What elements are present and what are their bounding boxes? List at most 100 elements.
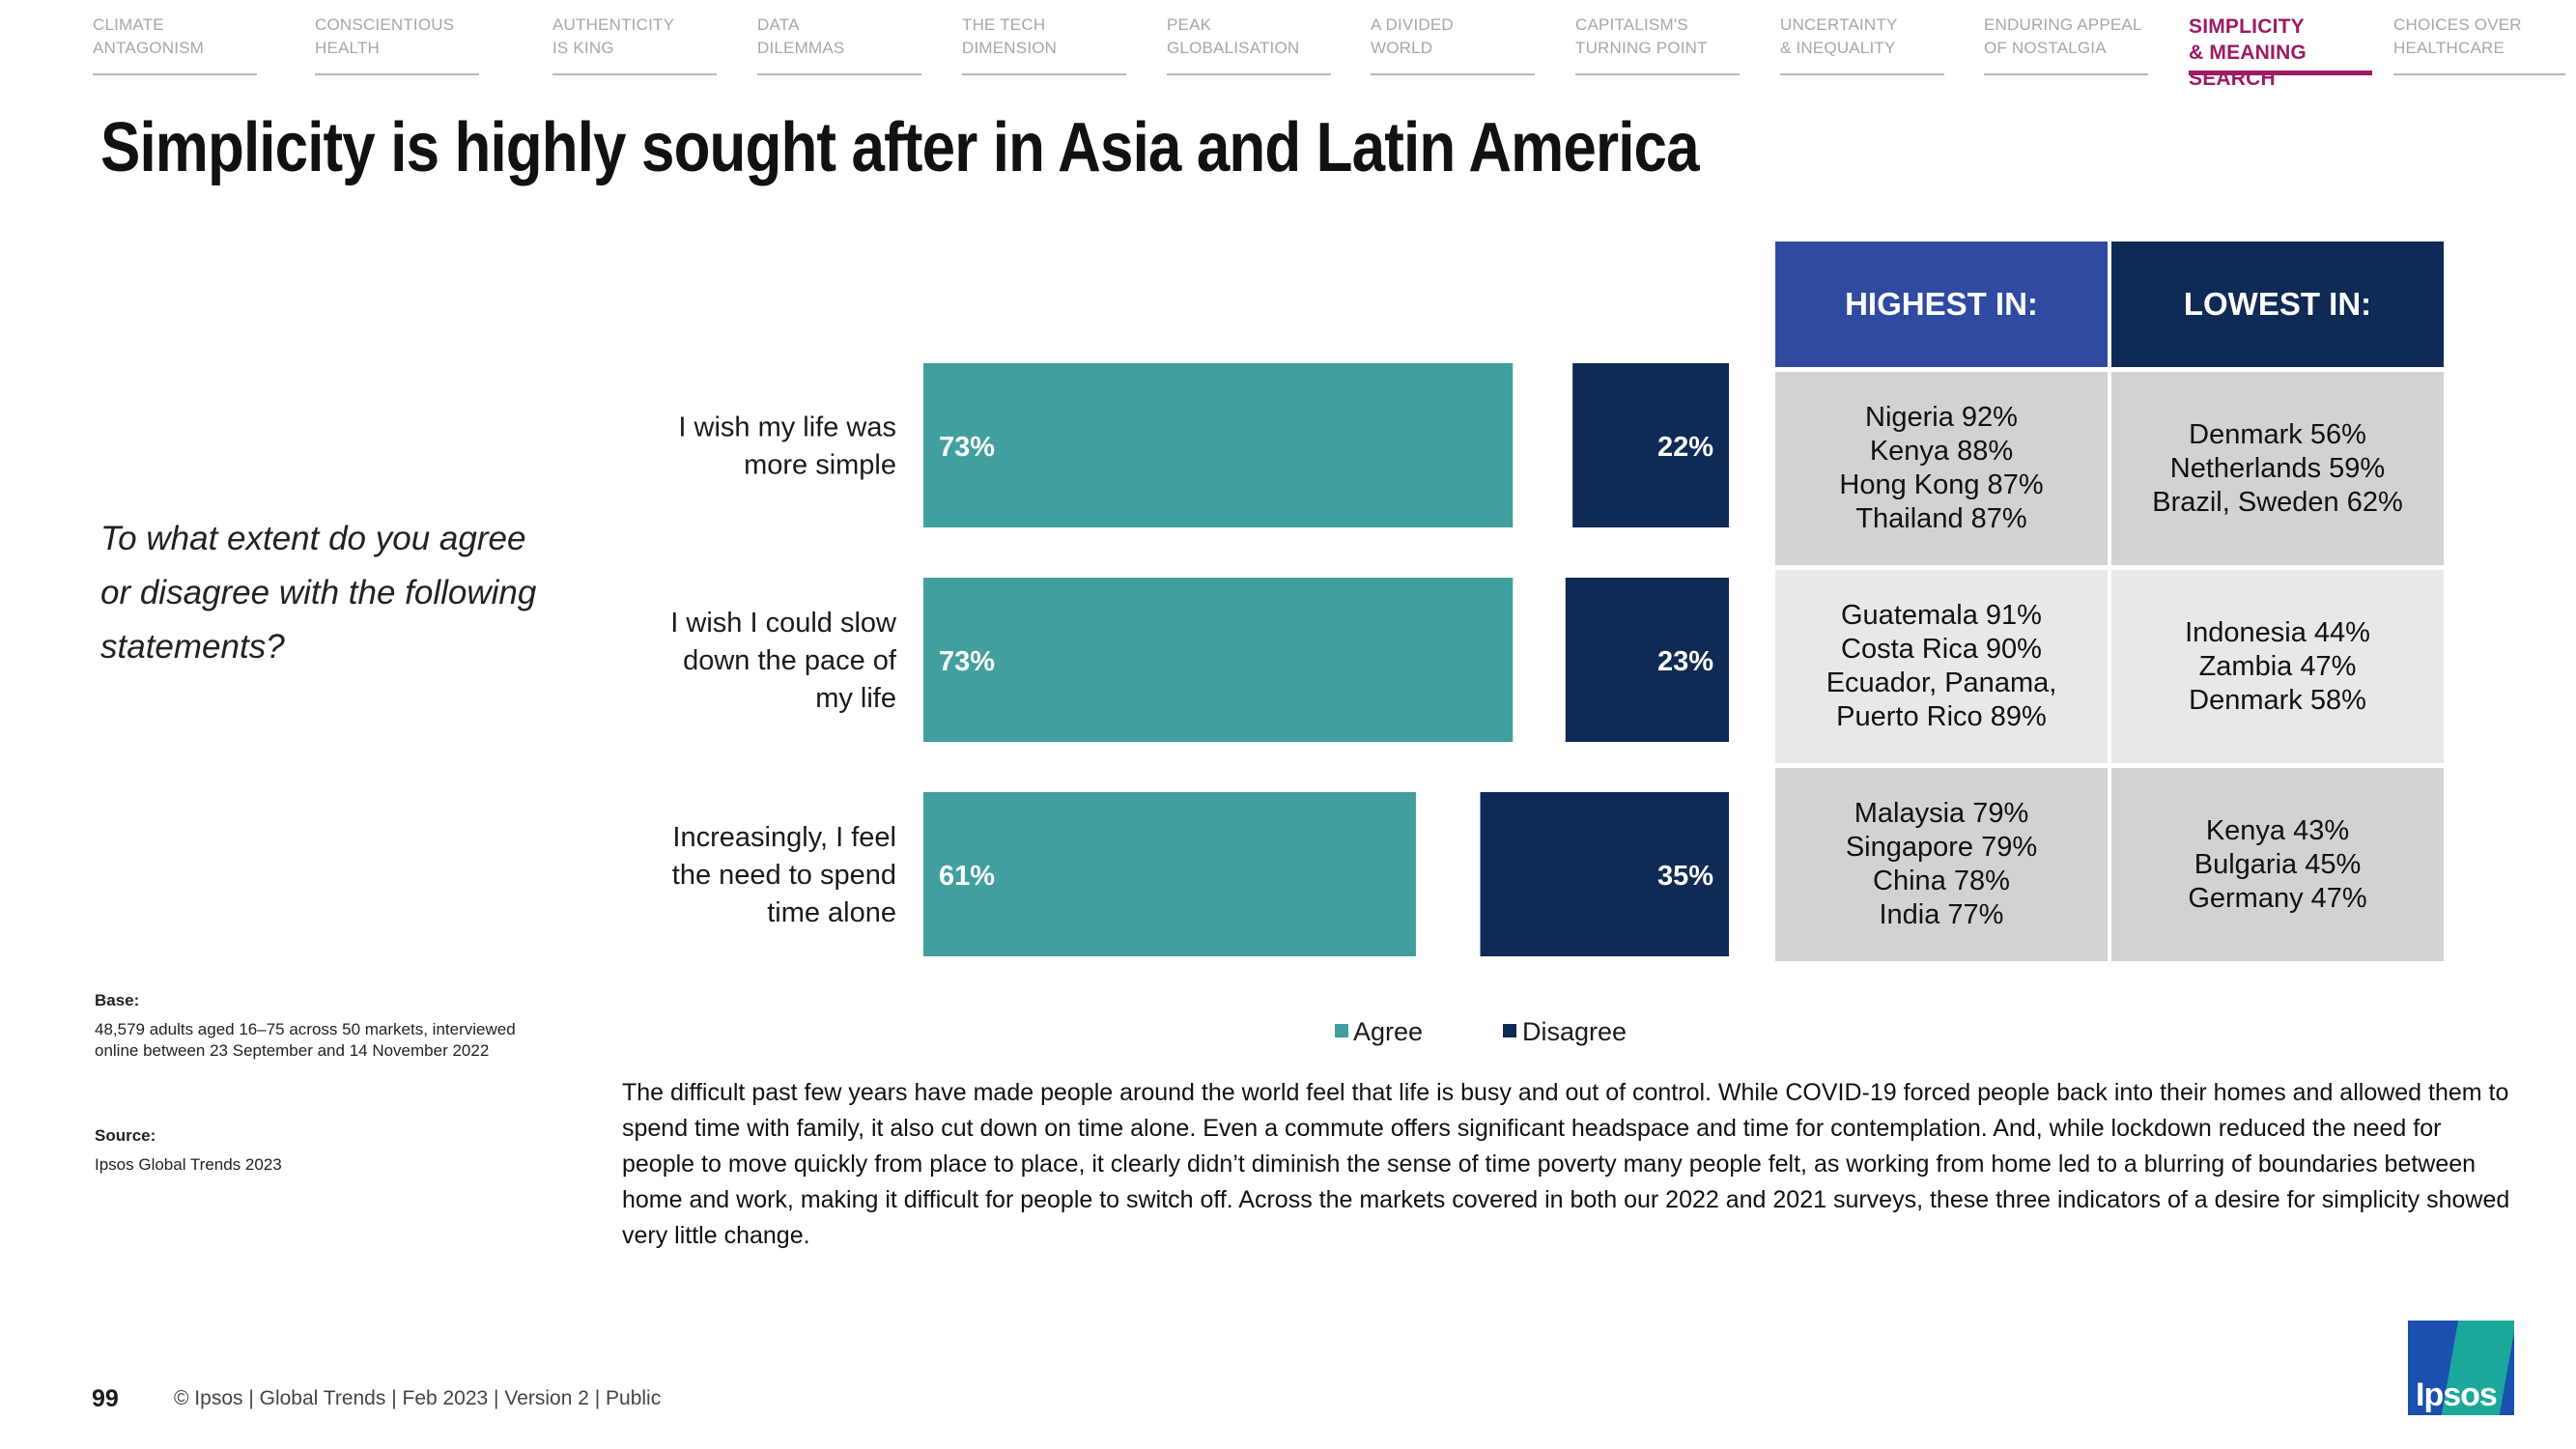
- country-entry: Guatemala 91%: [1841, 600, 2042, 631]
- nav-tab-label: DILEMMAS: [757, 39, 845, 57]
- country-list: Nigeria 92% Kenya 88% Hong Kong 87% Thailan…: [1839, 401, 2043, 536]
- bar-agree-3: [923, 792, 1416, 956]
- country-entry: Netherlands 59%: [2169, 452, 2386, 484]
- bar-disagree-3: [1480, 792, 1729, 956]
- country-list: Indonesia 44% Zambia 47% Denmark 58%: [2185, 616, 2370, 718]
- country-entry: Hong Kong 87%: [1839, 469, 2044, 500]
- country-entry: China 78%: [1873, 866, 2010, 896]
- country-entry: Costa Rica 90%: [1841, 634, 2042, 665]
- nav-tab-label: & MEANING SEARCH: [2189, 42, 2307, 90]
- table-cell-highest-3: Malaysia 79% Singapore 79% China 78% India …: [1775, 768, 2108, 961]
- nav-tab-simplicity[interactable]: SIMPLICITY & MEANING SEARCH: [2189, 14, 2372, 90]
- source-text: Ipsos Global Trends 2023: [95, 1155, 282, 1174]
- nav-tab-climate[interactable]: CLIMATE ANTAGONISM: [93, 14, 257, 75]
- body-paragraph: The difficult past few years have made p…: [622, 1079, 2510, 1249]
- top-navigation: CLIMATE ANTAGONISM CONSCIENTIOUS HEALTH AUTH…: [93, 14, 2565, 90]
- country-entry: India 77%: [1879, 899, 2004, 930]
- nav-tab-choices-over[interactable]: CHOICES OVER HEALTHCARE: [2393, 14, 2565, 75]
- country-entry: Puerto Rico 89%: [1836, 701, 2047, 732]
- country-entry: Bulgaria 45%: [2194, 848, 2362, 880]
- bar-disagree-1: [1572, 363, 1729, 527]
- base-label: Base:: [95, 991, 140, 1009]
- legend-label-agree: Agree: [1353, 1017, 1423, 1046]
- table-cell-lowest-1: Denmark 56% Netherlands 59% Brazil, Sweden…: [2111, 372, 2444, 565]
- bar-disagree-2: [1565, 578, 1729, 742]
- bar-agree-1: [923, 363, 1514, 527]
- nav-tab-label: HEALTH: [315, 39, 381, 57]
- category-label: Increasingly, I feel: [672, 822, 896, 853]
- survey-question: To what extent do you agree or disagree …: [100, 520, 537, 666]
- nav-tab-label: TURNING POINT: [1575, 39, 1708, 57]
- country-entry: Denmark 58%: [2189, 684, 2366, 716]
- country-list: Denmark 56% Netherlands 59% Brazil, Sweden…: [2152, 418, 2403, 520]
- nav-tab-label: UNCERTAINTY: [1780, 15, 1898, 34]
- nav-tab-label: & INEQUALITY: [1780, 39, 1896, 57]
- legend-swatch-disagree: [1503, 1024, 1516, 1037]
- country-list: Guatemala 91% Costa Rica 90% Ecuador, Pana…: [1826, 599, 2057, 734]
- bar-chart: 73% 22% I wish my life was more simple 73% 23…: [670, 363, 1729, 1046]
- nav-tab-label: DATA: [757, 15, 800, 34]
- country-entry: Germany 47%: [2188, 882, 2367, 914]
- ipsos-logo: Ipsos: [2408, 1321, 2514, 1415]
- nav-tab-label: PEAK: [1167, 15, 1212, 34]
- nav-tab-enduring-appeal[interactable]: ENDURING APPEAL OF NOSTALGIA: [1984, 14, 2148, 75]
- base-text: 48,579 adults aged 16–75 across 50 marke…: [95, 1020, 516, 1060]
- header-lowest: LOWEST IN:: [2111, 242, 2444, 367]
- nav-tab-label: A DIVIDED: [1371, 15, 1454, 34]
- nav-tab-the-tech[interactable]: THE TECH DIMENSION: [962, 14, 1126, 75]
- legend-swatch-agree: [1335, 1024, 1348, 1037]
- source-label: Source:: [95, 1126, 156, 1145]
- nav-tab-label: GLOBALISATION: [1167, 39, 1300, 57]
- source-note: Source: Ipsos Global Trends 2023: [95, 1125, 539, 1176]
- nav-tab-conscientious[interactable]: CONSCIENTIOUS HEALTH: [315, 14, 479, 75]
- category-label: I wish I could slow: [670, 608, 897, 639]
- nav-tab-uncertainty[interactable]: UNCERTAINTY & INEQUALITY: [1780, 14, 1944, 75]
- category-label: my life: [815, 683, 896, 714]
- country-entry: Thailand 87%: [1855, 503, 2027, 534]
- table-cell-lowest-2: Indonesia 44% Zambia 47% Denmark 58%: [2111, 570, 2444, 763]
- nav-tab-label: IS KING: [552, 39, 614, 57]
- nav-tab-peak[interactable]: PEAK GLOBALISATION: [1167, 14, 1331, 75]
- category-label: more simple: [744, 450, 896, 481]
- country-entry: Kenya 43%: [2205, 814, 2350, 846]
- country-entry: Kenya 88%: [1869, 436, 2014, 467]
- nav-tab-label: AUTHENTICITY: [552, 15, 675, 34]
- table-cell-lowest-3: Kenya 43% Bulgaria 45% Germany 47%: [2111, 768, 2444, 961]
- nav-tab-label: ANTAGONISM: [93, 39, 205, 57]
- bar-label-agree-1: 73%: [939, 432, 995, 463]
- country-entry: Denmark 56%: [2189, 418, 2366, 450]
- table-cell-highest-2: Guatemala 91% Costa Rica 90% Ecuador, Pana…: [1775, 570, 2108, 763]
- nav-tab-label: CONSCIENTIOUS: [315, 15, 455, 34]
- bar-label-disagree-2: 23%: [1657, 646, 1713, 677]
- category-label: the need to spend: [672, 860, 896, 891]
- nav-tab-data[interactable]: DATA DILEMMAS: [757, 14, 921, 75]
- table-cell-highest-1: Nigeria 92% Kenya 88% Hong Kong 87% Thailan…: [1775, 372, 2108, 565]
- bar-label-disagree-3: 35%: [1657, 861, 1713, 892]
- nav-tab-label: DIMENSION: [962, 39, 1058, 57]
- bar-label-disagree-1: 22%: [1657, 432, 1713, 463]
- nav-tab-label: THE TECH: [962, 15, 1046, 34]
- country-entry: Brazil, Sweden 62%: [2152, 486, 2403, 518]
- category-label: down the pace of: [683, 645, 897, 676]
- header-highest: HIGHEST IN:: [1775, 242, 2108, 367]
- nav-tab-label: HEALTHCARE: [2393, 39, 2505, 57]
- nav-tab-label: OF NOSTALGIA: [1984, 39, 2107, 57]
- country-entry: Zambia 47%: [2198, 650, 2357, 682]
- nav-tab-capitalism-s[interactable]: CAPITALISM'S TURNING POINT: [1575, 14, 1740, 75]
- country-list: Kenya 43% Bulgaria 45% Germany 47%: [2188, 814, 2366, 916]
- logo-text: Ipsos: [2416, 1377, 2498, 1413]
- nav-tab-authenticity[interactable]: AUTHENTICITY IS KING: [552, 14, 717, 75]
- category-label: I wish my life was: [678, 412, 896, 443]
- nav-tab-label: CHOICES OVER: [2393, 15, 2522, 34]
- footer-text: © Ipsos | Global Trends | Feb 2023 | Ver…: [174, 1387, 662, 1409]
- category-label: time alone: [767, 897, 896, 928]
- nav-tab-a-divided[interactable]: A DIVIDED WORLD: [1371, 14, 1535, 75]
- country-entry: Indonesia 44%: [2185, 616, 2370, 648]
- country-entry: Singapore 79%: [1845, 832, 2038, 863]
- legend-label-disagree: Disagree: [1522, 1017, 1627, 1046]
- nav-tab-label: SIMPLICITY: [2189, 15, 2305, 38]
- country-table: HIGHEST IN: LOWEST IN: Nigeria 92% Kenya 88…: [1775, 242, 2449, 968]
- bar-agree-2: [923, 578, 1514, 742]
- country-entry: Ecuador, Panama,: [1826, 668, 2057, 698]
- nav-tab-label: WORLD: [1371, 39, 1433, 57]
